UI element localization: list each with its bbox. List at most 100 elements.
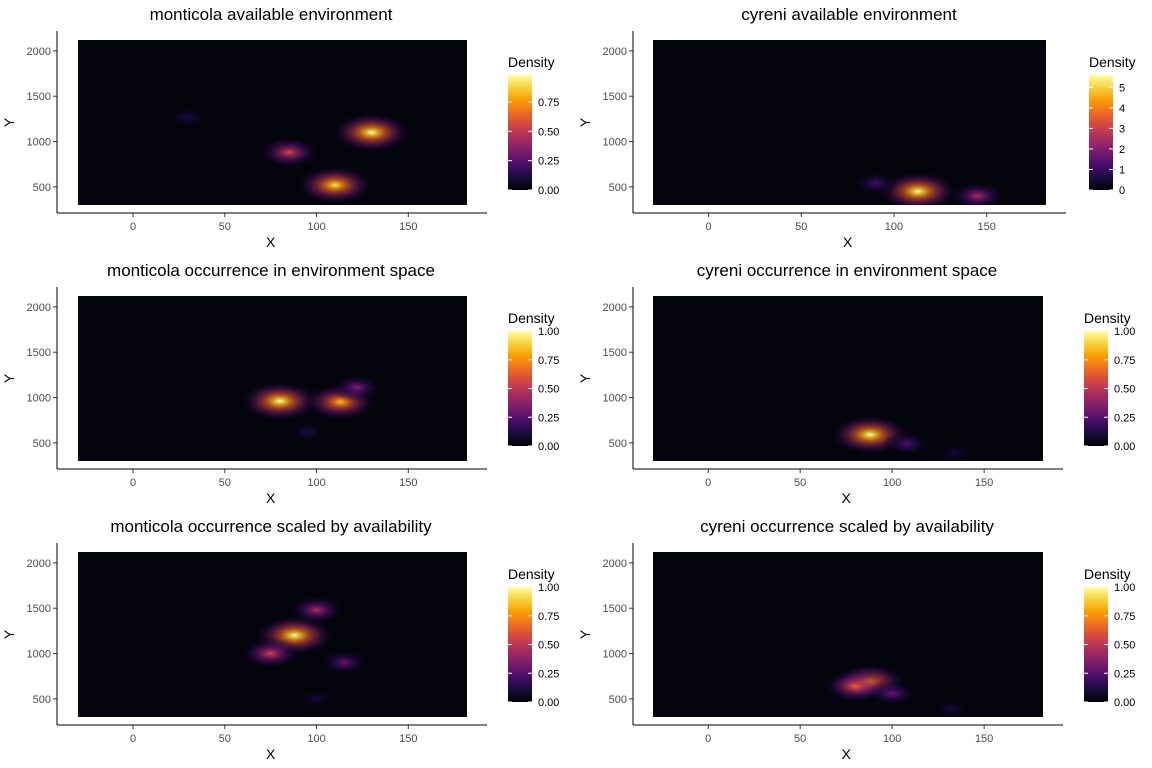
y-tick-label: 2000 bbox=[27, 558, 51, 570]
legend-tick-label: 1.00 bbox=[538, 582, 559, 594]
x-tick-label: 50 bbox=[219, 477, 231, 489]
y-tick-label: 2000 bbox=[27, 302, 51, 314]
y-tick-label: 1500 bbox=[27, 91, 51, 103]
y-tick-label: 1000 bbox=[603, 393, 627, 405]
y-tick-label: 1500 bbox=[27, 603, 51, 615]
x-axis-label: X bbox=[841, 746, 851, 762]
legend-tick-label: 1 bbox=[1119, 164, 1125, 176]
legend-tick-label: 3 bbox=[1119, 123, 1125, 135]
legend-colorbar bbox=[508, 75, 532, 190]
density-peak bbox=[319, 649, 369, 676]
legend-tick-label: 5 bbox=[1119, 82, 1125, 94]
panel-title: cyreni occurrence in environment space bbox=[697, 261, 997, 280]
legend-tick-label: 0.75 bbox=[538, 97, 559, 109]
y-tick-label: 500 bbox=[33, 694, 51, 706]
legend-tick-label: 0.00 bbox=[538, 185, 559, 197]
legend-tick-label: 0.75 bbox=[538, 611, 559, 623]
x-tick-label: 50 bbox=[219, 221, 231, 233]
x-tick-label: 0 bbox=[706, 221, 712, 233]
legend-tick-label: 1.00 bbox=[538, 326, 559, 338]
legend: Density 0.00 0.25 0.50 0.75 1.00 bbox=[508, 566, 559, 709]
density-peak bbox=[934, 442, 975, 461]
x-tick-label: 0 bbox=[705, 733, 711, 745]
y-tick-label: 2000 bbox=[603, 558, 627, 570]
y-tick-label: 500 bbox=[609, 182, 627, 194]
y-tick-label: 2000 bbox=[603, 46, 627, 58]
panel-6: cyreni occurrence scaled by availability… bbox=[577, 517, 1135, 762]
x-tick-label: 150 bbox=[975, 733, 993, 745]
y-axis-label: Y bbox=[1, 629, 17, 639]
heatmap-background bbox=[78, 40, 467, 205]
density-layer bbox=[240, 595, 369, 710]
y-tick-label: 1500 bbox=[603, 603, 627, 615]
density-peak bbox=[878, 171, 959, 205]
heatmap-background bbox=[78, 296, 467, 461]
density-peak bbox=[296, 687, 337, 710]
legend-title: Density bbox=[1084, 310, 1131, 326]
legend-tick-label: 0.75 bbox=[538, 355, 559, 367]
panel-title: cyreni available environment bbox=[741, 5, 957, 24]
y-axis-label: Y bbox=[577, 373, 593, 383]
y-axis-label: Y bbox=[1, 117, 17, 127]
y-tick-label: 1500 bbox=[603, 347, 627, 359]
x-tick-label: 50 bbox=[794, 733, 806, 745]
density-peak bbox=[258, 136, 320, 169]
density-peak bbox=[883, 431, 931, 457]
legend-tick-label: 0.75 bbox=[1114, 611, 1135, 623]
legend-tick-label: 0.25 bbox=[1114, 668, 1135, 680]
y-tick-label: 1500 bbox=[603, 91, 627, 103]
density-peak bbox=[331, 112, 412, 153]
x-tick-label: 100 bbox=[883, 733, 901, 745]
y-tick-label: 1500 bbox=[27, 347, 51, 359]
density-peak bbox=[240, 638, 301, 670]
x-tick-label: 0 bbox=[130, 477, 136, 489]
legend-tick-label: 0 bbox=[1119, 185, 1125, 197]
legend-tick-label: 0.00 bbox=[538, 697, 559, 709]
x-axis-label: X bbox=[841, 490, 851, 506]
legend: Density 0.00 0.25 0.50 0.75 1.00 bbox=[1084, 566, 1135, 709]
x-tick-label: 100 bbox=[885, 221, 903, 233]
y-tick-label: 1000 bbox=[27, 137, 51, 149]
y-axis-label: Y bbox=[577, 117, 593, 127]
panel-4: cyreni occurrence in environment space 0 5… bbox=[577, 261, 1135, 506]
density-layer bbox=[823, 663, 972, 717]
y-tick-label: 2000 bbox=[27, 46, 51, 58]
legend-tick-label: 0.50 bbox=[1114, 384, 1135, 396]
y-tick-label: 500 bbox=[609, 694, 627, 706]
panel-5: monticola occurrence scaled by availabil… bbox=[1, 517, 559, 762]
legend-tick-label: 0.75 bbox=[1114, 355, 1135, 367]
legend: Density 0.00 0.25 0.50 0.75 bbox=[508, 54, 559, 197]
y-tick-label: 1000 bbox=[27, 393, 51, 405]
density-peak bbox=[239, 381, 320, 422]
x-tick-label: 50 bbox=[794, 477, 806, 489]
x-axis-label: X bbox=[266, 746, 276, 762]
legend-tick-label: 0.25 bbox=[1114, 412, 1135, 424]
legend-title: Density bbox=[508, 566, 555, 582]
density-layer bbox=[852, 171, 1006, 205]
density-peak bbox=[930, 698, 972, 717]
x-tick-label: 0 bbox=[130, 221, 136, 233]
legend-tick-label: 0.00 bbox=[1114, 697, 1135, 709]
density-peak bbox=[167, 105, 209, 129]
x-tick-label: 150 bbox=[977, 221, 995, 233]
legend-tick-label: 0.50 bbox=[1114, 640, 1135, 652]
x-tick-label: 0 bbox=[130, 733, 136, 745]
legend-tick-label: 0.25 bbox=[538, 668, 559, 680]
x-tick-label: 150 bbox=[399, 477, 417, 489]
density-peak bbox=[288, 595, 345, 625]
density-peak bbox=[286, 420, 329, 444]
x-tick-label: 100 bbox=[307, 477, 325, 489]
density-peak bbox=[867, 680, 917, 707]
y-tick-label: 1000 bbox=[603, 137, 627, 149]
y-axis-label: Y bbox=[1, 373, 17, 383]
panel-title: cyreni occurrence scaled by availability bbox=[700, 517, 994, 536]
panel-title: monticola occurrence scaled by availabil… bbox=[110, 517, 432, 536]
legend-colorbar bbox=[1089, 75, 1113, 190]
legend-tick-label: 0.50 bbox=[538, 384, 559, 396]
legend-tick-label: 0.50 bbox=[538, 126, 559, 138]
legend-title: Density bbox=[508, 310, 555, 326]
legend-tick-label: 0.50 bbox=[538, 640, 559, 652]
legend-title: Density bbox=[1084, 566, 1131, 582]
y-tick-label: 2000 bbox=[603, 302, 627, 314]
